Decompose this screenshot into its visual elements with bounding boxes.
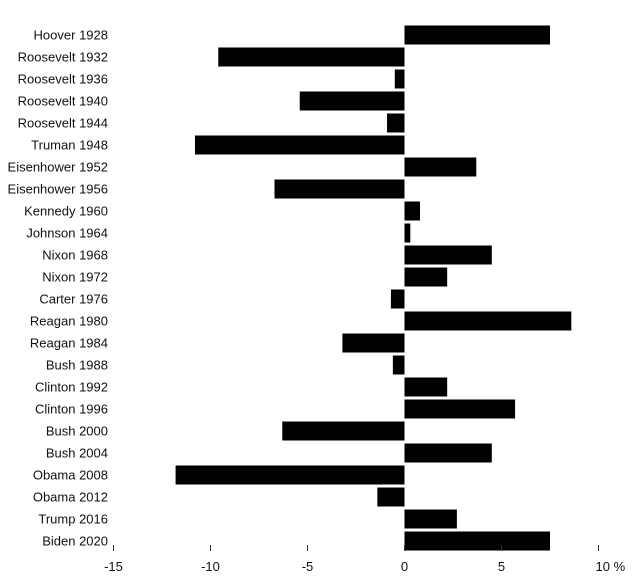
bar [404,399,516,419]
bars-layer [175,25,572,551]
bar [175,465,405,485]
bar [282,421,405,441]
category-label: Biden 2020 [42,534,108,549]
x-tick-label: -5 [302,559,314,574]
bar [387,113,405,133]
bar [404,245,492,265]
bar [218,47,405,67]
bar [404,509,457,529]
bar [390,289,405,309]
category-label: Reagan 1984 [30,336,108,351]
category-label: Clinton 1992 [35,380,108,395]
bar [274,179,405,199]
bar [377,487,405,507]
category-label: Nixon 1972 [42,270,108,285]
bar [404,443,492,463]
category-label: Roosevelt 1940 [18,94,108,109]
bar [404,25,550,45]
category-label: Obama 2012 [33,490,108,505]
bar [404,377,448,397]
x-tick-label: 10 % [596,559,626,574]
category-label: Roosevelt 1944 [18,116,108,131]
x-tick-label: -15 [104,559,123,574]
category-label: Reagan 1980 [30,314,108,329]
category-label: Hoover 1928 [34,28,108,43]
bar [342,333,405,353]
bar [404,531,550,551]
category-label: Clinton 1996 [35,402,108,417]
x-tick-label: 5 [498,559,505,574]
x-tick-label: 0 [401,559,408,574]
bar [194,135,405,155]
bar [404,267,448,287]
bar [404,311,572,331]
category-label: Trump 2016 [38,512,108,527]
bar [299,91,405,111]
category-label: Bush 2004 [46,446,108,461]
x-tick-label: -10 [201,559,220,574]
x-axis: -15 -10 -5 0 5 10 % [104,545,626,574]
category-label: Truman 1948 [31,138,108,153]
bar [404,201,421,221]
category-label: Kennedy 1960 [24,204,108,219]
category-label: Eisenhower 1956 [8,182,108,197]
category-labels: Hoover 1928 Roosevelt 1932 Roosevelt 1936 R… [8,28,108,549]
category-label: Roosevelt 1932 [18,50,108,65]
category-label: Johnson 1964 [26,226,108,241]
bar [404,223,411,243]
category-label: Obama 2008 [33,468,108,483]
category-label: Carter 1976 [39,292,108,307]
category-label: Bush 1988 [46,358,108,373]
bar [392,355,405,375]
bar [404,157,477,177]
category-label: Bush 2000 [46,424,108,439]
category-label: Eisenhower 1952 [8,160,108,175]
category-label: Roosevelt 1936 [18,72,108,87]
category-label: Nixon 1968 [42,248,108,263]
bar [394,69,405,89]
